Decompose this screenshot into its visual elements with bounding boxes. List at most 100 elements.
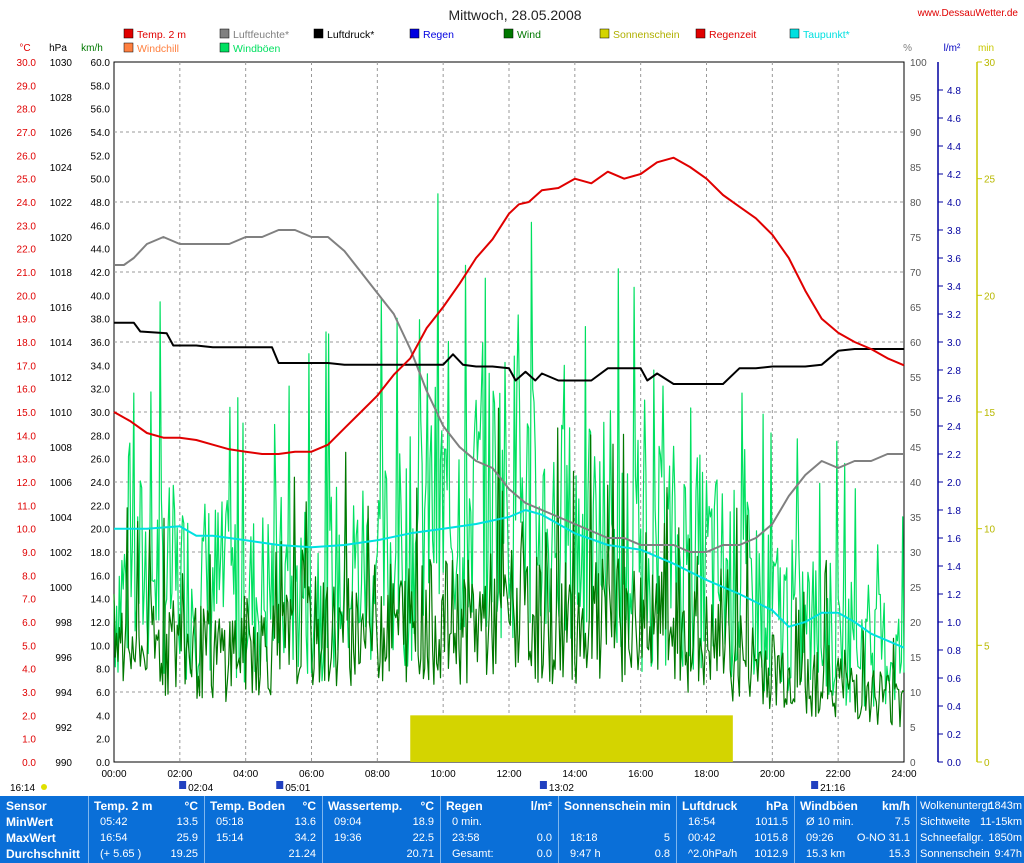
rain-tick-label: 4.0 [947, 198, 961, 209]
stats-cell-value: 34.2 [294, 832, 316, 844]
stats-cell-value: 15.3 [888, 848, 910, 860]
legend-swatch [313, 28, 324, 39]
temp-tick-label: 18.0 [17, 338, 37, 349]
wind-tick-label: 56.0 [91, 105, 111, 116]
x-tick-label: 18:00 [694, 769, 719, 780]
press-tick-label: 1012 [50, 373, 73, 384]
stats-cell-value: 22.5 [412, 832, 434, 844]
stats-extra-label: Sonnenschein [920, 848, 990, 860]
temp-tick-label: 27.0 [17, 128, 37, 139]
stats-col-wasser: Wassertemp. °C 09:04 18.9 19:36 22.5 20.71 [322, 796, 441, 863]
temp-tick-label: 21.0 [17, 268, 37, 279]
stats-sensor-header: Sensor [6, 799, 47, 813]
x-tick-label: 00:00 [101, 769, 126, 780]
rain-tick-label: 4.8 [947, 86, 961, 97]
stats-cell-time: 19:36 [334, 832, 362, 844]
x-tick-label: 06:00 [299, 769, 324, 780]
marker-time: 05:01 [285, 783, 310, 794]
legend-label: Regenzeit [709, 29, 756, 41]
hum-tick-label: 30 [910, 548, 922, 559]
temp-tick-label: 2.0 [22, 711, 36, 722]
rain-tick-label: 4.2 [947, 170, 961, 181]
x-tick-label: 10:00 [431, 769, 456, 780]
sunshine-bar [410, 715, 733, 762]
stats-cell-time: 9:47 h [570, 848, 601, 860]
rain-tick-label: 3.6 [947, 254, 961, 265]
marker-flag-icon [179, 781, 187, 789]
temp-axis-unit: °C [19, 43, 30, 54]
hum-tick-label: 55 [910, 373, 922, 384]
stats-extra-value: 1843m [988, 800, 1022, 812]
wind-tick-label: 60.0 [91, 58, 111, 69]
wind-tick-label: 32.0 [91, 385, 111, 396]
rain-tick-label: 0.6 [947, 674, 961, 685]
stats-col-unit: °C [184, 799, 198, 813]
sun-tick-label: 30 [984, 58, 996, 69]
stats-row-max: MaxWert [6, 831, 56, 845]
stats-cell-time: (+ 5.65 ) [100, 848, 142, 860]
temp-tick-label: 9.0 [22, 548, 36, 559]
temp-tick-label: 10.0 [17, 525, 37, 536]
wind-tick-label: 42.0 [91, 268, 111, 279]
hum-tick-label: 100 [910, 58, 927, 69]
stats-col-unit: l/m² [530, 799, 552, 813]
hum-tick-label: 95 [910, 93, 922, 104]
series-taupunkt- [114, 509, 905, 649]
rain-axis-unit: l/m² [944, 43, 961, 54]
stats-cell-value: O-NO 31.1 [856, 832, 910, 844]
stats-sensor-col: Sensor MinWert MaxWert Durchschnitt [0, 796, 89, 863]
wind-tick-label: 4.0 [96, 711, 110, 722]
gridlines [113, 61, 905, 763]
stats-cell-time: 00:42 [688, 832, 716, 844]
rain-tick-label: 0.8 [947, 646, 961, 657]
rain-tick-label: 1.8 [947, 506, 961, 517]
rain-tick-label: 0.2 [947, 730, 961, 741]
stats-col-boden: Temp. Boden °C 05:18 13.6 15:14 34.2 21.24 [204, 796, 323, 863]
temp-tick-label: 20.0 [17, 291, 37, 302]
stats-cell-value: 21.24 [288, 848, 316, 860]
sun-axis-unit: min [978, 43, 994, 54]
rain-tick-label: 0.0 [947, 758, 961, 769]
legend-label: Sonnenschein [613, 29, 680, 41]
hum-tick-label: 20 [910, 618, 922, 629]
x-tick-label: 16:00 [628, 769, 653, 780]
legend-label: Regen [423, 29, 454, 41]
stats-extra-label: Wolkenuntergr. [920, 800, 994, 812]
wind-tick-label: 26.0 [91, 455, 111, 466]
rain-tick-label: 4.6 [947, 114, 961, 125]
sun-tick-label: 15 [984, 408, 996, 419]
series-luftdruck- [114, 321, 904, 385]
legend-swatch [123, 42, 134, 53]
temp-tick-label: 4.0 [22, 665, 36, 676]
press-tick-label: 998 [55, 618, 72, 629]
stats-col-title: Regen [446, 799, 483, 813]
stats-extra-col: Wolkenuntergr. 1843m Sichtweite 11-15km Schn… [916, 796, 1024, 863]
wind-tick-label: 2.0 [96, 735, 110, 746]
press-tick-label: 1010 [50, 408, 73, 419]
legend-swatch [695, 28, 706, 39]
temp-tick-label: 30.0 [17, 58, 37, 69]
press-tick-label: 1020 [50, 233, 73, 244]
stats-cell-value: 20.71 [406, 848, 434, 860]
stats-col-temp2m: Temp. 2 m °C 05:42 13.5 16:54 25.9 (+ 5.65 ) 19… [88, 796, 205, 863]
press-tick-label: 1004 [50, 513, 73, 524]
press-axis-unit: hPa [49, 43, 67, 54]
sun-tick-label: 25 [984, 175, 996, 186]
stats-cell-time: ^2.0hPa/h [688, 848, 738, 860]
legend-label: Luftfeuchte* [233, 29, 289, 41]
stats-cell-value: 18.9 [412, 816, 434, 828]
stats-col-title: Sonnenschein min [564, 799, 671, 813]
stats-cell-value: 1012.9 [754, 848, 788, 860]
below-axis-markers: 16:14 02:04 05:01 13:02 21:16 [10, 781, 846, 794]
site-link[interactable]: www.DessauWetter.de [917, 8, 1019, 19]
axes: 30.0 29.0 28.0 27.0 26.0 25.0 24.0 23.0 22.0 21.0… [17, 58, 996, 780]
marker-time: 02:04 [188, 783, 213, 794]
legend-label: Luftdruck* [327, 29, 374, 41]
stats-cell-value: 7.5 [894, 816, 910, 828]
wind-tick-label: 36.0 [91, 338, 111, 349]
temp-tick-label: 7.0 [22, 595, 36, 606]
legend-label: Taupunkt* [803, 29, 850, 41]
hum-tick-label: 45 [910, 443, 922, 454]
press-tick-label: 1028 [50, 93, 73, 104]
press-tick-label: 1026 [50, 128, 73, 139]
